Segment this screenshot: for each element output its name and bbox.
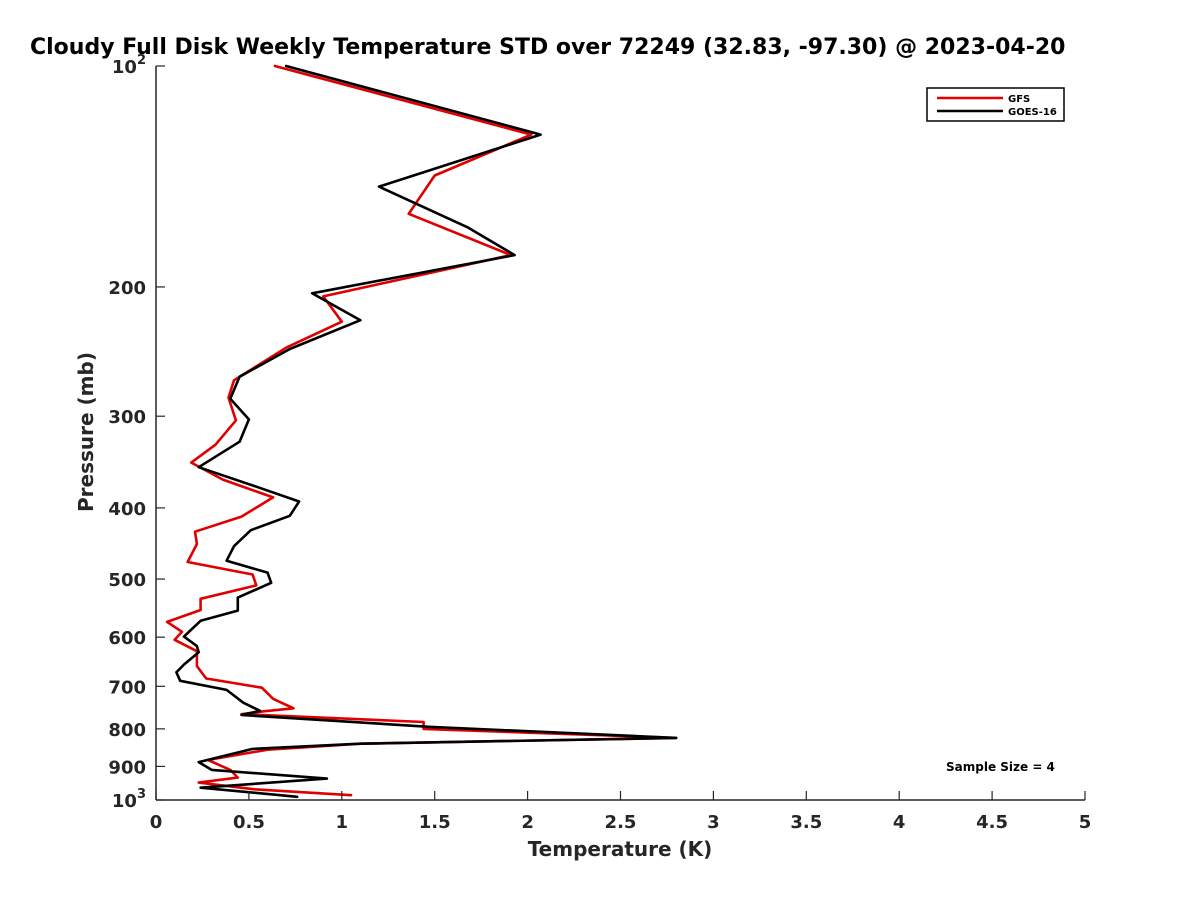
sample-size-annotation: Sample Size = 4 (946, 760, 1055, 774)
legend-label-gfs: GFS (1008, 94, 1030, 105)
x-tick-label: 1.5 (419, 812, 451, 833)
x-tick-label: 0.5 (233, 812, 265, 833)
x-tick-label: 4 (893, 812, 906, 833)
y-tick-label: 102 (112, 53, 146, 78)
x-axis-label: Temperature (K) (528, 837, 713, 861)
y-tick-label: 800 (108, 720, 146, 741)
x-tick-label: 2 (521, 812, 534, 833)
y-tick-label: 700 (108, 677, 146, 698)
chart-title: Cloudy Full Disk Weekly Temperature STD … (30, 35, 1065, 60)
data-layer (165, 64, 678, 799)
y-tick-label: 400 (108, 499, 146, 520)
x-tick-label: 4.5 (976, 812, 1008, 833)
series-line-goes16 (175, 64, 678, 799)
y-tick-label: 500 (108, 570, 146, 591)
x-tick-label: 2.5 (605, 812, 637, 833)
y-tick-label: 103 (112, 787, 146, 812)
x-tick-label: 0 (150, 812, 163, 833)
y-tick-label: 900 (108, 757, 146, 778)
legend: GFS GOES-16 (926, 87, 1065, 122)
axes (155, 65, 1086, 801)
y-tick-label: 300 (108, 407, 146, 428)
legend-box (926, 87, 1065, 122)
x-tick-label: 5 (1079, 812, 1092, 833)
x-tick-label: 3 (707, 812, 720, 833)
y-axis-label: Pressure (mb) (74, 352, 98, 512)
legend-label-goes16: GOES-16 (1008, 107, 1057, 118)
x-tick-label: 1 (336, 812, 349, 833)
x-tick-label: 3.5 (790, 812, 822, 833)
y-tick-label: 600 (108, 628, 146, 649)
tick-labels: 0 0.5 1 1.5 2 2.5 3 3.5 4 4.5 5 102 200 300 400 500 600 7… (108, 53, 1091, 833)
y-tick-label: 200 (108, 278, 146, 299)
